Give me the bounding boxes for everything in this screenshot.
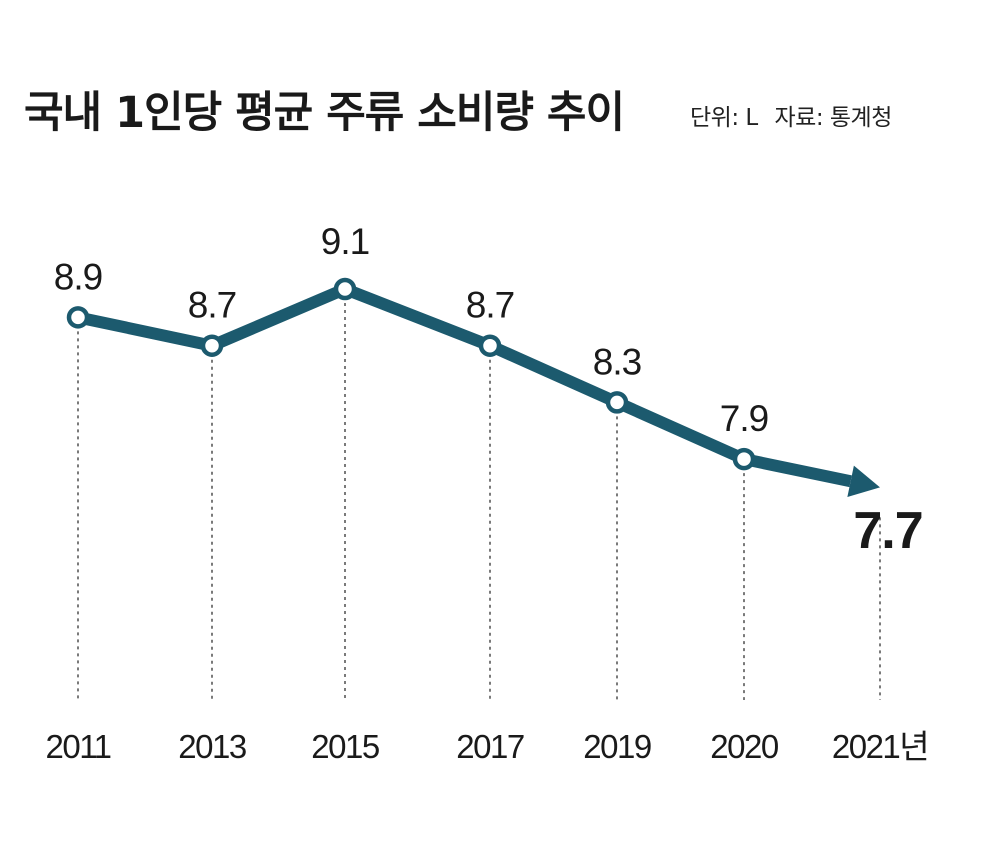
data-label: 9.1 [321,221,369,262]
data-label: 8.3 [593,341,641,382]
x-tick-label: 2021년 [832,728,928,765]
x-tick-label: 2019 [583,728,651,765]
x-tick-label: 2015 [311,728,379,765]
x-tick-label: 2020 [710,728,779,765]
data-label: 7.9 [720,398,768,439]
data-label: 7.7 [853,502,922,560]
data-point [478,334,502,357]
chart-header: 국내 1인당 평균 주류 소비량 추이 단위: L 자료: 통계청 [24,78,976,148]
data-point [732,447,756,471]
source-label: 자료: 통계청 [774,105,893,131]
data-label: 8.7 [466,285,514,326]
data-point [66,306,90,329]
chart-meta: 단위: L 자료: 통계청 [690,98,902,132]
data-label: 8.9 [54,256,102,297]
data-point [200,334,224,357]
data-point [605,391,629,414]
series-arrow-head [847,465,880,497]
data-label: 8.7 [188,285,236,326]
x-tick-label: 2017 [456,728,524,765]
x-tick-label: 2013 [178,728,246,765]
unit-label: 단위: L [690,105,758,131]
data-point [333,277,357,301]
chart-title: 국내 1인당 평균 주류 소비량 추이 [24,88,625,138]
x-tick-label: 2011 [46,728,111,765]
